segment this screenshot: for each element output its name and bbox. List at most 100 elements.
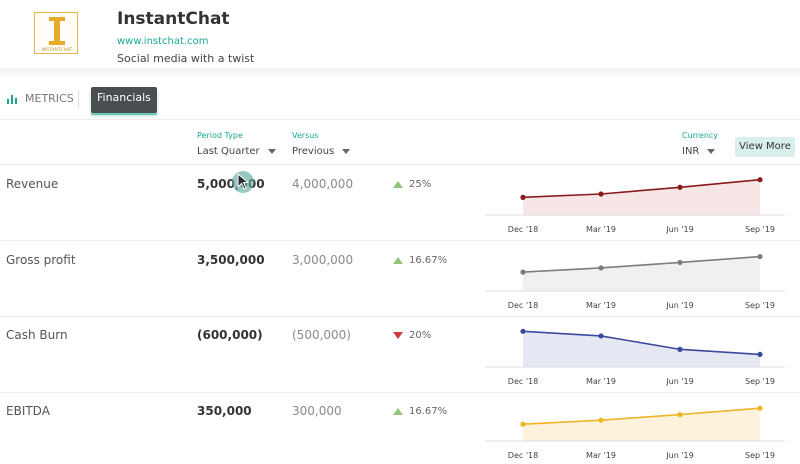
- sparkline-line: [522, 178, 761, 199]
- gross-profit-sparkline: Dec '18 Mar '19 Jun '19 Sep '19: [485, 253, 785, 310]
- x-tick-label: Mar '19: [586, 225, 616, 234]
- view-more-button[interactable]: View More: [735, 137, 795, 157]
- company-logo: INSTANTCHAT: [34, 12, 78, 54]
- sparkline-point: [598, 191, 604, 197]
- row-change: 16.67%: [393, 255, 447, 266]
- period-type-select[interactable]: Last Quarter: [197, 146, 276, 157]
- currency-select[interactable]: INR: [682, 146, 716, 157]
- row-change-value: 25%: [409, 179, 432, 190]
- row-previous-value: 3,000,000: [292, 253, 354, 267]
- table-row: EBITDA 350,000 300,000 16.67% Dec '18 Mar…: [0, 392, 800, 464]
- company-tagline: Social media with a twist: [117, 52, 255, 65]
- sparkline-area: [523, 408, 760, 441]
- revenue-sparkline: Dec '18 Mar '19 Jun '19 Sep '19: [485, 177, 785, 234]
- row-change: 20%: [393, 330, 431, 341]
- sparkline-point: [757, 253, 763, 260]
- sparkline-point: [520, 328, 526, 334]
- tab-metrics-label: METRICS: [25, 92, 74, 105]
- x-tick-label: Dec '18: [508, 451, 538, 460]
- x-tick-label: Sep '19: [745, 301, 775, 310]
- sparkline-point: [598, 417, 604, 423]
- table-row: Cash Burn (600,000) (500,000) 20% Dec '1…: [0, 316, 800, 392]
- x-tick-label: Dec '18: [508, 301, 538, 310]
- row-previous-value: 300,000: [292, 404, 342, 418]
- row-previous-value: 4,000,000: [292, 177, 354, 191]
- sparkline-area: [523, 179, 760, 215]
- table-row: Revenue 5,000,000 4,000,000 25% Dec '18 M…: [0, 164, 800, 240]
- sparkline-point: [677, 412, 683, 418]
- row-change-value: 20%: [409, 330, 432, 341]
- company-url-link[interactable]: www.instchat.com: [117, 36, 209, 47]
- arrow-down-icon: [393, 332, 403, 339]
- sparkline-point: [598, 333, 604, 339]
- sparkline-line: [522, 255, 761, 273]
- row-label: EBITDA: [6, 404, 50, 418]
- x-tick-label: Jun '19: [665, 377, 693, 386]
- row-change-value: 16.67%: [409, 406, 448, 417]
- tab-divider: [78, 90, 79, 108]
- sparkline-point: [677, 346, 683, 352]
- tab-bar: METRICS Financials: [0, 84, 800, 120]
- row-change: 16.67%: [393, 406, 447, 417]
- chevron-down-icon: [707, 149, 716, 154]
- mouse-pointer-icon: [237, 173, 250, 190]
- sparkline-point: [520, 194, 526, 200]
- versus-label: Versus: [292, 131, 319, 140]
- x-tick-label: Dec '18: [508, 225, 538, 234]
- cash-burn-sparkline: Dec '18 Mar '19 Jun '19 Sep '19: [485, 328, 785, 386]
- sparkline-line: [522, 407, 761, 425]
- period-type-label: Period Type: [197, 131, 243, 140]
- sparkline-point: [757, 405, 763, 411]
- x-tick-label: Sep '19: [745, 451, 775, 460]
- row-change: 25%: [393, 179, 431, 190]
- company-header: INSTANTCHAT InstantChat www.instchat.com…: [0, 0, 800, 72]
- x-tick-label: Mar '19: [586, 377, 616, 386]
- arrow-up-icon: [393, 257, 403, 264]
- arrow-up-icon: [393, 408, 403, 415]
- row-current-value: 350,000: [197, 404, 252, 418]
- sparkline-point: [677, 184, 683, 190]
- sparkline-point: [520, 421, 526, 427]
- x-tick-label: Dec '18: [508, 377, 538, 386]
- versus-select[interactable]: Previous: [292, 146, 351, 157]
- sparkline-point: [520, 269, 526, 275]
- chevron-down-icon: [342, 149, 351, 154]
- row-current-value: (600,000): [197, 328, 263, 342]
- x-tick-label: Jun '19: [665, 225, 693, 234]
- period-type-value: Last Quarter: [197, 146, 260, 157]
- row-current-value: 3,500,000: [197, 253, 265, 267]
- x-tick-label: Sep '19: [745, 377, 775, 386]
- table-row: Gross profit 3,500,000 3,000,000 16.67% …: [0, 240, 800, 316]
- x-tick-label: Jun '19: [665, 451, 693, 460]
- row-previous-value: (500,000): [292, 328, 351, 342]
- tab-financials[interactable]: Financials: [91, 87, 157, 115]
- tab-metrics[interactable]: METRICS: [7, 92, 74, 105]
- x-tick-label: Mar '19: [586, 451, 616, 460]
- row-label: Revenue: [6, 177, 59, 191]
- sparkline-line: [522, 330, 761, 356]
- currency-label: Currency: [682, 131, 719, 140]
- currency-value: INR: [682, 146, 700, 157]
- row-label: Cash Burn: [6, 328, 68, 342]
- x-tick-label: Jun '19: [665, 301, 693, 310]
- arrow-up-icon: [393, 181, 403, 188]
- sparkline-point: [757, 351, 763, 357]
- row-current-value: 5,000,000: [197, 177, 265, 191]
- sparkline-area: [523, 331, 760, 367]
- pillar-icon: [49, 17, 65, 45]
- row-change-value: 16.67%: [409, 255, 448, 266]
- row-label: Gross profit: [6, 253, 76, 267]
- ebitda-sparkline: Dec '18 Mar '19 Jun '19 Sep '19: [485, 405, 785, 460]
- versus-value: Previous: [292, 146, 335, 157]
- chevron-down-icon: [267, 149, 276, 154]
- sparkline-point: [757, 177, 763, 183]
- sparkline-area: [523, 256, 760, 291]
- company-name: InstantChat: [117, 9, 230, 29]
- x-tick-label: Mar '19: [586, 301, 616, 310]
- sparkline-point: [677, 259, 683, 266]
- x-tick-label: Sep '19: [745, 225, 775, 234]
- bar-chart-icon: [7, 94, 19, 104]
- sparkline-point: [598, 265, 604, 271]
- header-shadow: [0, 68, 800, 76]
- logo-text: INSTANTCHAT: [41, 47, 73, 52]
